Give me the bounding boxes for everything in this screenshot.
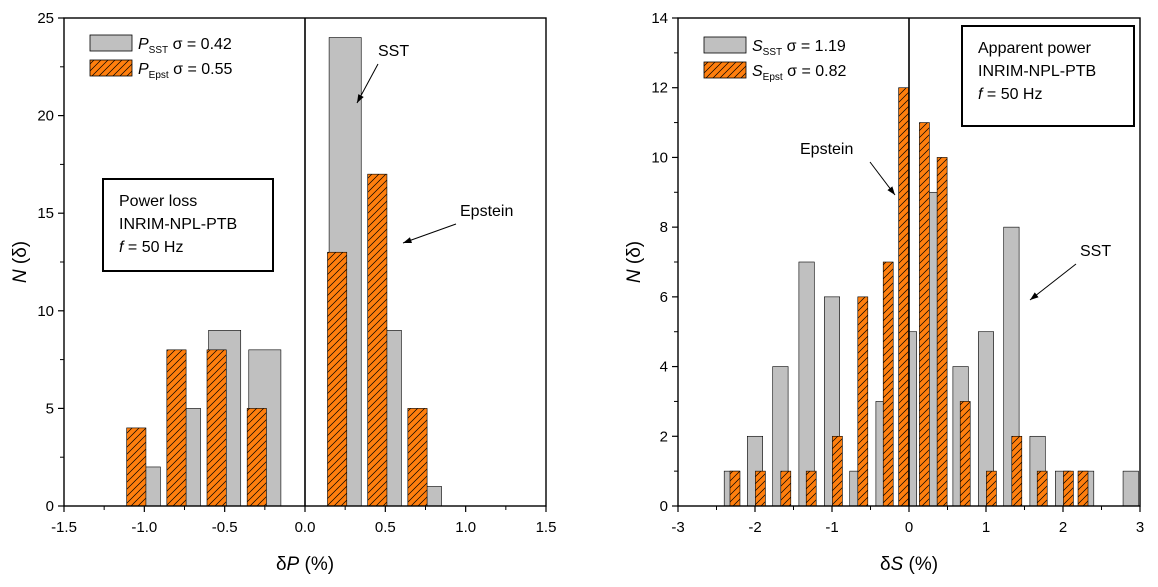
right-annotation-epstein: Epstein bbox=[800, 141, 853, 158]
left-chart: -1.5 -1.0 -0.5 0.0 0.5 1.0 1.5 0 5 10 15 20 25 δP (%)… bbox=[10, 10, 556, 575]
left-x-tick-label: 1.0 bbox=[455, 519, 476, 536]
left-info-box-frame bbox=[102, 178, 274, 272]
right-info-line-3: f = 50 Hz bbox=[978, 86, 1042, 103]
right-y-tick-label: 10 bbox=[651, 149, 668, 166]
left-x-tick-label: -1.5 bbox=[51, 519, 77, 536]
left-bar-epst-5 bbox=[327, 251, 348, 507]
right-legend-swatch bbox=[703, 36, 747, 54]
right-legend-label: SSST σ = 1.19 bbox=[752, 38, 846, 58]
right-series-sst bbox=[723, 191, 1139, 507]
right-bar-epst-15 bbox=[1077, 470, 1089, 507]
left-bar-epst-3 bbox=[246, 408, 267, 507]
right-y-tick-label: 14 bbox=[651, 10, 668, 27]
left-bar-epst-7 bbox=[407, 408, 428, 507]
right-bar-sst-15 bbox=[1122, 470, 1139, 507]
right-info-box: Apparent power INRIM-NPL-PTB f = 50 Hz bbox=[961, 25, 1135, 127]
right-x-tick-label: 2 bbox=[1059, 519, 1067, 536]
right-info-box-frame bbox=[961, 25, 1135, 127]
left-legend: PSST σ = 0.42 PEpst σ = 0.55 bbox=[89, 34, 232, 81]
left-x-tick-label: 0.0 bbox=[295, 519, 316, 536]
right-x-tick-label: -3 bbox=[671, 519, 684, 536]
right-bar-epst-8 bbox=[919, 122, 930, 507]
left-y-tick-label: 20 bbox=[37, 108, 54, 125]
left-info-line-3: f = 50 Hz bbox=[119, 239, 183, 256]
right-bar-epst-12 bbox=[1011, 435, 1023, 507]
right-bar-epst-1 bbox=[755, 470, 766, 507]
left-info-line-2: INRIM-NPL-PTB bbox=[119, 216, 237, 233]
right-x-tick-label: -1 bbox=[825, 519, 838, 536]
left-y-tick-label: 5 bbox=[46, 400, 54, 417]
left-bar-epst-1 bbox=[166, 349, 187, 507]
right-bar-epst-9 bbox=[936, 157, 948, 507]
right-y-tick-label: 0 bbox=[660, 498, 668, 515]
right-x-axis-label: δS (%) bbox=[880, 554, 938, 575]
left-y-tick-label: 0 bbox=[46, 498, 54, 515]
left-legend-swatch bbox=[89, 59, 133, 77]
right-y-tick-label: 2 bbox=[660, 428, 668, 445]
right-bar-epst-7 bbox=[898, 87, 909, 507]
left-legend-label: PSST σ = 0.42 bbox=[138, 36, 232, 56]
right-y-tick-label: 8 bbox=[660, 219, 668, 236]
right-bar-epst-11 bbox=[986, 470, 997, 507]
right-y-axis-label: N (δ) bbox=[624, 241, 645, 283]
right-bar-epst-3 bbox=[805, 470, 817, 507]
left-x-axis-label: δP (%) bbox=[276, 554, 334, 575]
right-bar-epst-2 bbox=[780, 470, 792, 507]
right-y-tick-label: 6 bbox=[660, 289, 668, 306]
left-annotation-arrowhead bbox=[403, 237, 412, 244]
left-series-epst bbox=[126, 173, 428, 507]
right-info-line-1: Apparent power bbox=[978, 40, 1092, 57]
left-x-tick-label: -1.0 bbox=[131, 519, 157, 536]
right-bar-epst-0 bbox=[729, 470, 741, 507]
left-x-tick-label: -0.5 bbox=[212, 519, 238, 536]
left-bar-epst-6 bbox=[367, 173, 388, 507]
right-legend-swatch bbox=[703, 61, 747, 79]
right-annotation-arrowhead bbox=[887, 186, 895, 195]
right-x-tick-label: 3 bbox=[1136, 519, 1144, 536]
right-y-tick-label: 4 bbox=[660, 359, 668, 376]
left-legend-swatch bbox=[89, 34, 133, 52]
right-bar-sst-3 bbox=[798, 261, 815, 507]
right-y-tick-label: 12 bbox=[651, 80, 668, 97]
left-annotation-arrow bbox=[402, 223, 457, 244]
left-annotation-sst: SST bbox=[378, 43, 409, 60]
left-y-tick-label: 15 bbox=[37, 205, 54, 222]
right-annotation-arrowhead bbox=[1030, 292, 1039, 300]
left-x-tick-label: 0.5 bbox=[375, 519, 396, 536]
left-y-tick-label: 25 bbox=[37, 10, 54, 27]
left-x-tick-label: 1.5 bbox=[536, 519, 557, 536]
right-bar-epst-6 bbox=[882, 261, 894, 507]
right-legend-label: SEpst σ = 0.82 bbox=[752, 63, 846, 83]
left-annotation-arrowhead bbox=[357, 94, 364, 103]
right-x-tick-label: 1 bbox=[982, 519, 990, 536]
right-info-line-2: INRIM-NPL-PTB bbox=[978, 63, 1096, 80]
left-annotation-epstein: Epstein bbox=[460, 203, 513, 220]
left-info-line-1: Power loss bbox=[119, 193, 197, 210]
left-bar-epst-0 bbox=[126, 427, 147, 507]
right-annotation-sst: SST bbox=[1080, 243, 1111, 260]
right-x-tick-label: 0 bbox=[905, 519, 913, 536]
left-y-tick-label: 10 bbox=[37, 303, 54, 320]
left-info-box: Power loss INRIM-NPL-PTB f = 50 Hz bbox=[102, 178, 274, 272]
right-legend: SSST σ = 1.19 SEpst σ = 0.82 bbox=[703, 36, 846, 83]
right-annotation-arrow bbox=[1029, 263, 1077, 301]
left-y-axis-label: N (δ) bbox=[10, 241, 31, 283]
left-bar-epst-2 bbox=[206, 349, 227, 507]
right-bar-epst-10 bbox=[959, 401, 971, 507]
right-x-tick-label: -2 bbox=[748, 519, 761, 536]
right-bar-epst-13 bbox=[1036, 470, 1048, 507]
right-bar-epst-4 bbox=[832, 435, 843, 507]
right-bar-epst-14 bbox=[1063, 470, 1074, 507]
left-legend-label: PEpst σ = 0.55 bbox=[138, 61, 232, 81]
right-bar-epst-5 bbox=[857, 296, 869, 507]
